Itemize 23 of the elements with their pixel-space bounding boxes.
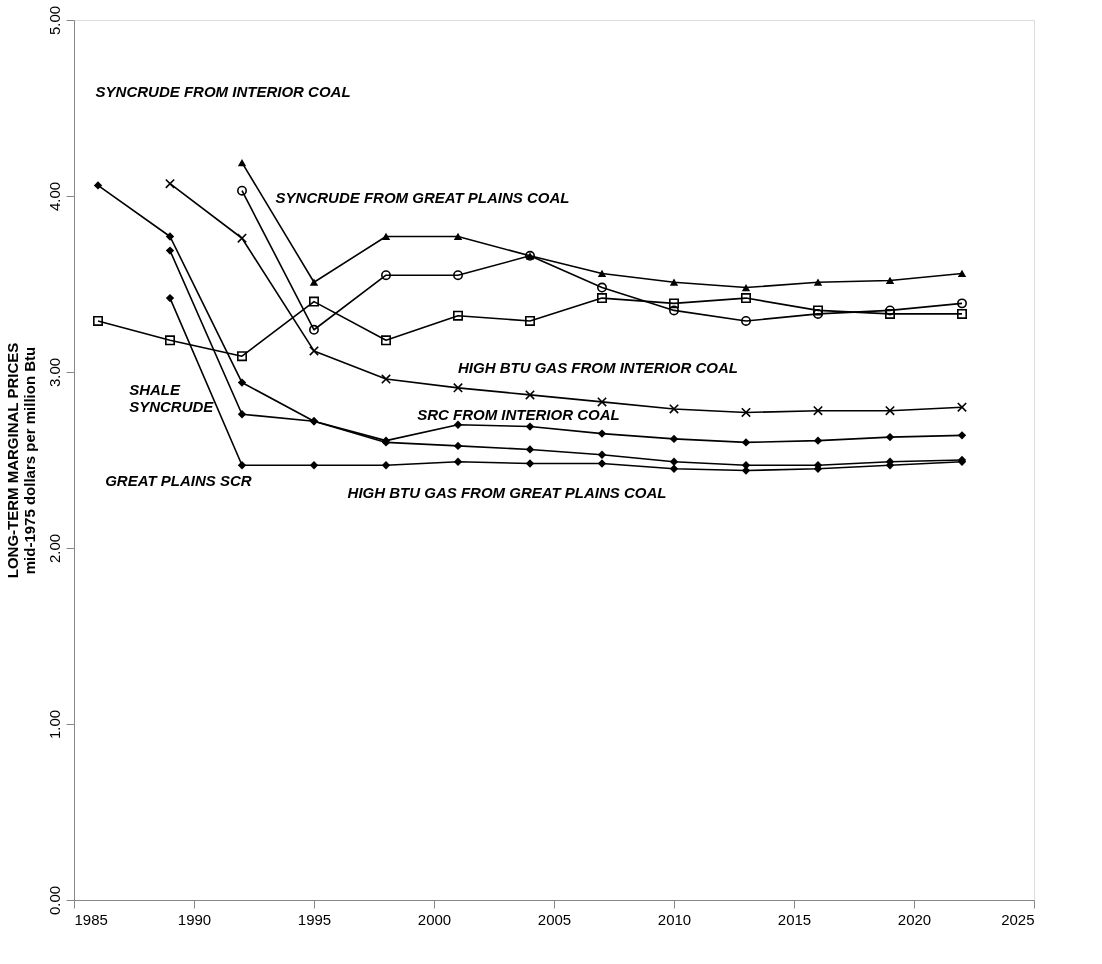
x-tick-label: 2000 xyxy=(417,910,452,928)
y-axis-title: LONG-TERM MARGINAL PRICES mid-1975 dollars per million Btu xyxy=(3,342,38,579)
x-tick-label: 2025 xyxy=(1001,910,1035,928)
annotation: SHALE SYNCRUDE xyxy=(129,380,215,415)
annotation: HIGH BTU GAS FROM GREAT PLAINS COAL xyxy=(347,484,667,502)
x-tick-label: 2010 xyxy=(657,910,692,928)
annotation: SYNCRUDE FROM GREAT PLAINS COAL xyxy=(275,188,570,206)
y-tick-label: 1.00 xyxy=(45,709,63,740)
x-tick-label: 2020 xyxy=(897,910,932,928)
y-tick-label: 3.00 xyxy=(45,357,63,388)
x-tick-label: 2005 xyxy=(537,910,572,928)
annotation: GREAT PLAINS SCR xyxy=(105,472,252,490)
y-tick-label: 0.00 xyxy=(45,885,63,916)
annotation: SYNCRUDE FROM INTERIOR COAL xyxy=(95,83,351,101)
annotation: SRC FROM INTERIOR COAL xyxy=(417,406,620,424)
x-tick-label: 1985 xyxy=(74,910,108,928)
annotation: HIGH BTU GAS FROM INTERIOR COAL xyxy=(458,359,738,377)
y-tick-label: 5.00 xyxy=(45,5,63,36)
y-tick-label: 2.00 xyxy=(45,533,63,564)
x-tick-label: 1990 xyxy=(177,910,212,928)
x-tick-label: 2015 xyxy=(777,910,812,928)
y-tick-label: 4.00 xyxy=(45,181,63,212)
x-tick-label: 1995 xyxy=(297,910,332,928)
